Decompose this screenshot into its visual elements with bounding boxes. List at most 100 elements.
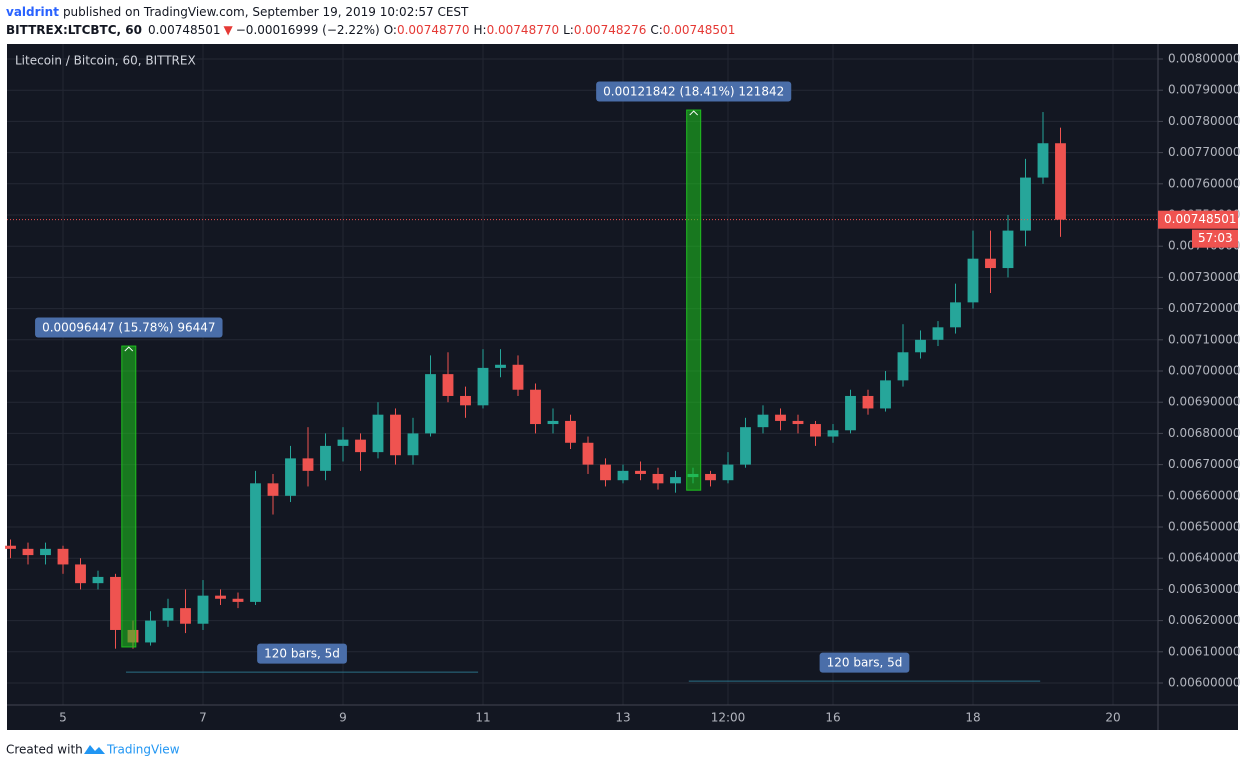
candle-body — [337, 439, 349, 446]
candle-body — [197, 595, 209, 624]
change: −0.00016999 (−2.22%) — [236, 23, 380, 37]
candle-body — [372, 414, 384, 453]
candle-body — [75, 564, 86, 584]
x-tick-label: 11 — [475, 711, 490, 725]
x-tick-label: 18 — [965, 711, 980, 725]
x-tick-label: 9 — [339, 711, 347, 725]
chart-title: Litecoin / Bitcoin, 60, BITTREX — [15, 54, 196, 68]
ohlc-key: L: — [563, 23, 574, 37]
x-tick-label: 7 — [199, 711, 207, 725]
measure-arrow — [124, 346, 134, 352]
marks — [5, 109, 1158, 682]
candle-body — [547, 420, 559, 425]
y-tick-label: 0.00780000 — [1168, 114, 1241, 128]
published: published on TradingView.com, September … — [63, 5, 469, 19]
countdown-box — [1192, 229, 1238, 248]
candle-body — [232, 598, 244, 602]
candle-body — [845, 395, 856, 431]
candle-body — [582, 442, 594, 465]
range-label-box — [819, 652, 910, 673]
y-tick-label: 0.00730000 — [1168, 270, 1241, 284]
x-tick-label: 12:00 — [711, 711, 746, 725]
candle-body — [985, 258, 996, 269]
last-price-box — [1158, 210, 1238, 229]
candle-body — [495, 364, 506, 368]
candle-body — [705, 473, 716, 481]
candle-body — [652, 473, 664, 484]
candle-body — [425, 374, 436, 434]
range-label-box — [257, 643, 347, 664]
y-tick-label: 0.00720000 — [1168, 301, 1241, 315]
candle-body — [740, 427, 751, 465]
candle-body — [110, 576, 121, 630]
grid — [7, 44, 1158, 705]
ohlc-key: H: — [474, 23, 487, 37]
candle-body — [530, 389, 541, 425]
candle-body — [267, 483, 279, 496]
candle-body — [180, 608, 191, 624]
candle-body — [215, 595, 226, 599]
measure-bar — [121, 345, 137, 648]
measure-arrow — [689, 110, 699, 116]
candle-body — [1002, 230, 1014, 269]
arrow: ▼ — [224, 23, 234, 37]
candle-body — [932, 327, 944, 340]
candle-body — [407, 433, 419, 456]
x-tick-label: 20 — [1105, 711, 1120, 725]
y-tick-label: 0.00770000 — [1168, 145, 1241, 159]
candle-body — [862, 395, 874, 409]
y-tick-label: 0.00760000 — [1168, 176, 1241, 190]
candle-body — [285, 458, 296, 496]
y-tick-label: 0.00630000 — [1168, 582, 1241, 596]
price: 0.00748501 — [148, 23, 221, 37]
candle-body — [22, 548, 34, 556]
candle-body — [897, 352, 909, 381]
candle-body — [442, 374, 454, 396]
candle-body — [5, 545, 16, 549]
candle-body — [355, 439, 366, 453]
candle-body — [1055, 143, 1066, 220]
candle-body — [967, 258, 979, 303]
candle-body — [600, 464, 611, 481]
candle-body — [757, 414, 769, 428]
y-tick-label: 0.00650000 — [1168, 520, 1241, 534]
candle-body — [810, 424, 821, 437]
candle-body — [915, 339, 926, 353]
candle-body — [880, 380, 891, 409]
measure-label: 0.00121842 (18.41%) 121842 — [603, 85, 784, 99]
measure-label: 0.00096447 (15.78%) 96447 — [42, 321, 215, 335]
candle-body — [1020, 177, 1031, 231]
candle-body — [1037, 143, 1049, 178]
range-label: 120 bars, 5d — [264, 647, 340, 661]
x-tick-label: 5 — [59, 711, 67, 725]
candle-body — [92, 576, 104, 584]
footer-text: Created with — [6, 743, 83, 757]
symbol: BITTREX:LTCBTC, 60 — [6, 23, 142, 37]
ohlc: O:0.00748770 H:0.00748770 L:0.00748276 C:0.… — [384, 23, 736, 37]
ohlc-key: C: — [650, 23, 662, 37]
range-label: 120 bars, 5d — [827, 656, 903, 670]
candle-body — [40, 548, 51, 556]
ohlc-value: 0.00748770 — [397, 23, 470, 37]
y-tick-label: 0.00710000 — [1168, 332, 1241, 346]
ohlc-value: 0.00748770 — [487, 23, 560, 37]
header-line-2: BITTREX:LTCBTC, 60 0.00748501 ▼ −0.00016999… — [6, 23, 735, 37]
candle-body — [635, 470, 646, 474]
header-line-1: valdrint published on TradingView.com, Se… — [6, 5, 469, 19]
y-tick-label: 0.00620000 — [1168, 613, 1241, 627]
y-tick-label: 0.00700000 — [1168, 364, 1241, 378]
footer-logo — [84, 745, 105, 754]
candle-body — [145, 620, 156, 643]
measure-label-box — [596, 81, 792, 102]
measure-label-box — [35, 317, 223, 338]
candle-body — [827, 430, 839, 437]
candle-body — [775, 414, 786, 421]
candle-body — [57, 548, 69, 565]
ohlc-value: 0.00748501 — [663, 23, 736, 37]
y-tick-label: 0.00660000 — [1168, 488, 1241, 502]
ohlc-key: O: — [384, 23, 397, 37]
candle-body — [250, 483, 261, 602]
candle-body — [162, 608, 174, 621]
footer-brand: TradingView — [106, 743, 180, 757]
y-tick-label: 0.00670000 — [1168, 457, 1241, 471]
